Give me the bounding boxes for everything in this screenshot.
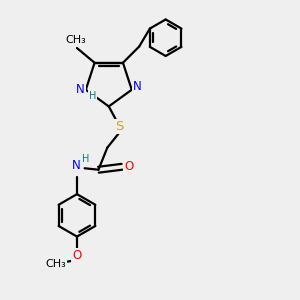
- Text: CH₃: CH₃: [45, 259, 66, 269]
- Text: N: N: [72, 159, 81, 172]
- Text: S: S: [116, 120, 124, 133]
- Text: O: O: [124, 160, 133, 173]
- Text: N: N: [76, 83, 85, 96]
- Text: CH₃: CH₃: [65, 35, 86, 45]
- Text: O: O: [72, 249, 82, 262]
- Text: N: N: [133, 80, 141, 93]
- Text: H: H: [82, 154, 89, 164]
- Text: H: H: [88, 91, 96, 101]
